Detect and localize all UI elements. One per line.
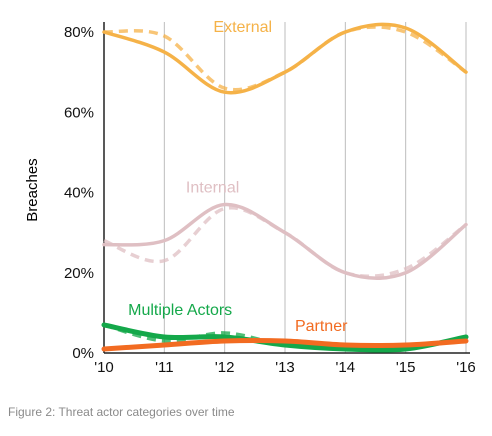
y-tick-label: 80% [64,24,94,41]
series-line-internal [102,202,468,281]
x-tick-label: '10 [94,359,114,376]
x-tick-label: '15 [396,359,416,376]
series-label-internal: Internal [186,180,239,197]
x-tick-label: '16 [456,359,476,376]
y-axis-label: Breaches [24,158,41,221]
x-tick-label: '11 [155,359,173,376]
y-tick-label: 40% [64,185,94,202]
y-tick-label: 0% [72,345,94,362]
threat-actor-chart: 0% 20% 40% 60% 80% '10 '11 '12 '13 '14 '15 '16 Ext… [24,19,476,376]
series-label-partner: Partner [295,318,348,335]
y-tick-label: 60% [64,104,94,121]
series-label-multiple-actors: Multiple Actors [128,302,232,319]
x-tick-label: '14 [336,359,356,376]
x-tick-label: '13 [275,359,295,376]
x-tick-label: '12 [215,359,235,376]
series-line-multiple-actors [101,322,469,353]
series-line-external [102,22,468,95]
series-dashed-external [103,25,467,92]
y-tick-label: 20% [64,265,94,282]
series-line-partner [101,337,469,352]
series-label-external: External [213,19,272,36]
figure-caption: Figure 2: Threat actor categories over t… [8,405,235,419]
